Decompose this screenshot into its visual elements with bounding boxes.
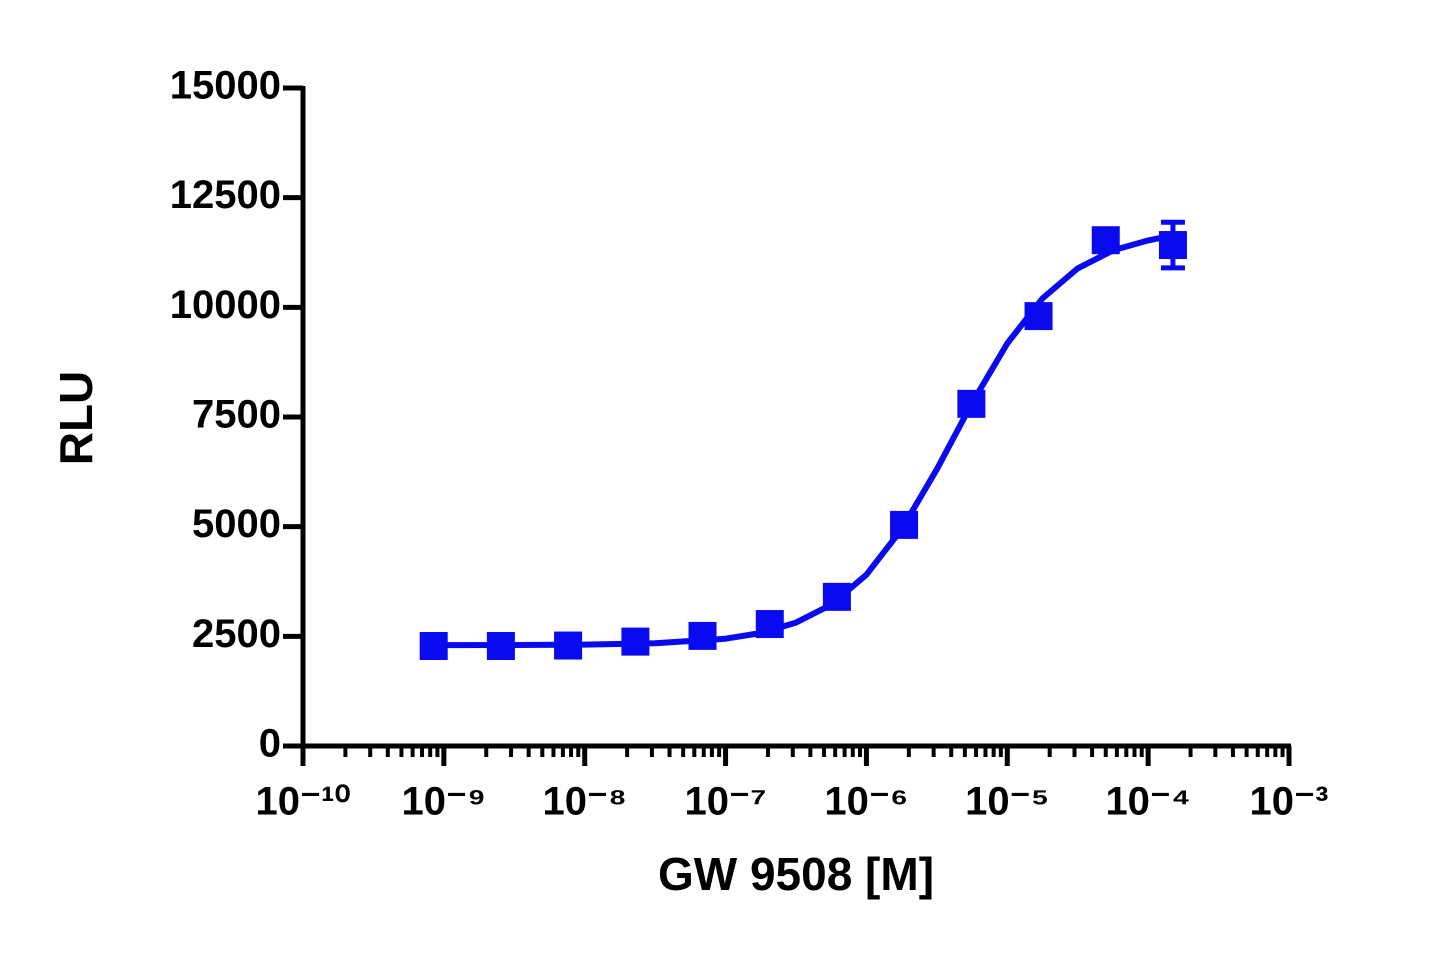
y-tick-label: 5000 [192, 502, 281, 546]
x-tick-label: 10⁻⁴ [1105, 780, 1190, 824]
data-point [688, 621, 717, 650]
x-tick-label: 10⁻³ [1250, 780, 1329, 824]
x-axis-title: GW 9508 [M] [658, 848, 934, 900]
y-tick-label: 12500 [170, 173, 281, 217]
x-tick-label: 10⁻⁹ [402, 780, 487, 824]
x-tick-label: 10⁻¹⁰ [256, 780, 351, 824]
y-tick-label: 0 [259, 722, 281, 766]
y-tick-label: 7500 [192, 393, 281, 437]
y-tick-label: 2500 [192, 612, 281, 656]
fit-curve [433, 232, 1174, 649]
y-tick-label: 10000 [170, 283, 281, 327]
x-tick-label: 10⁻⁸ [542, 780, 627, 824]
x-tick-label: 10⁻⁷ [685, 780, 767, 824]
x-tick-label: 10⁻⁶ [824, 780, 908, 824]
x-tick-label: 10⁻⁵ [965, 780, 1049, 824]
y-axis-title: RLU [50, 371, 102, 466]
y-tick-label: 15000 [170, 64, 281, 108]
